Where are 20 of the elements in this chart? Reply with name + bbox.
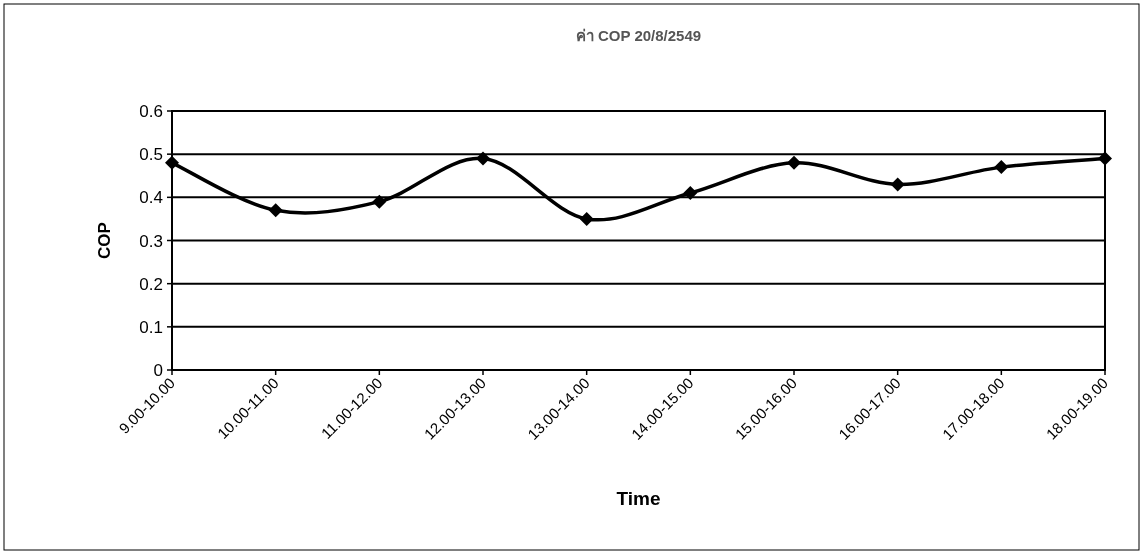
point — [372, 194, 387, 209]
y-tick-label: 0.4 — [139, 188, 163, 208]
y-tick-label: 0.3 — [139, 231, 163, 251]
y-tick-label: 0 — [153, 361, 163, 380]
point — [994, 160, 1009, 175]
point — [165, 155, 179, 170]
point — [579, 211, 594, 226]
point — [268, 203, 283, 218]
y-tick-label: 0.2 — [139, 274, 163, 294]
point — [476, 151, 490, 166]
chart-title: ค่า COP 20/8/2549 — [575, 27, 702, 44]
y-tick-label: 0.5 — [139, 145, 163, 165]
y-tick-label: 0.6 — [139, 102, 163, 121]
point — [787, 155, 801, 170]
point — [890, 177, 905, 192]
x-axis-title: Time — [616, 488, 661, 509]
point — [1098, 151, 1112, 166]
y-tick-label: 0.1 — [139, 317, 163, 337]
y-axis-title: COP — [95, 222, 114, 259]
point — [683, 186, 698, 201]
